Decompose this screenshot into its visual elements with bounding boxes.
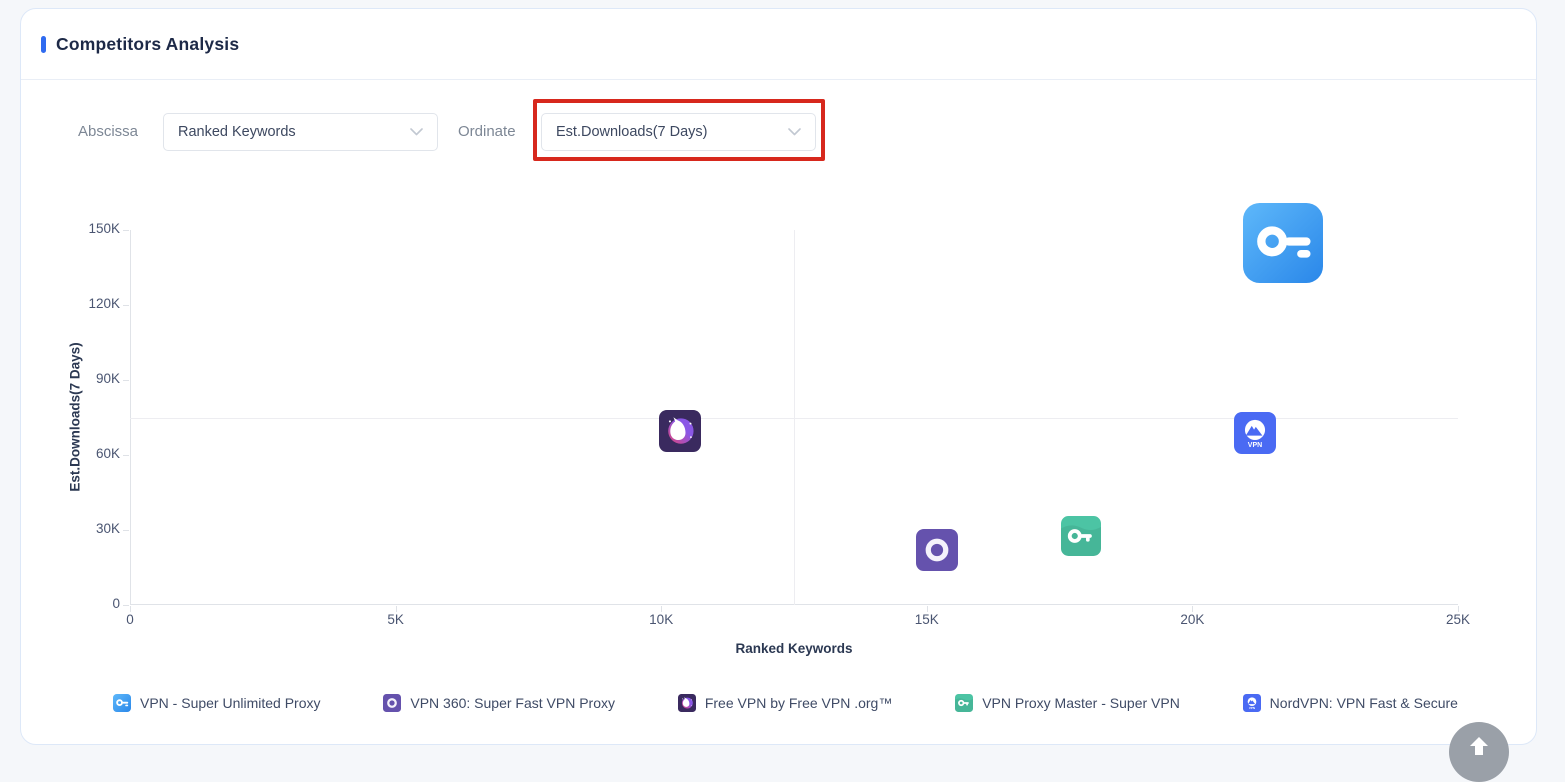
mountain-app-icon: VPN — [1242, 694, 1261, 712]
legend-item-super-unlimited[interactable]: VPN - Super Unlimited Proxy — [113, 694, 321, 712]
chart-legend: VPN - Super Unlimited Proxy VPN 360: Sup… — [113, 694, 1458, 712]
data-point-nordvpn[interactable]: VPN — [1233, 411, 1276, 454]
arrow-up-icon — [1467, 734, 1491, 761]
card-header: Competitors Analysis — [21, 9, 1536, 80]
y-tick-mark — [123, 230, 129, 231]
abscissa-label: Abscissa — [78, 123, 139, 140]
svg-text:VPN: VPN — [1247, 442, 1261, 449]
legend-item-vpn360[interactable]: VPN 360: Super Fast VPN Proxy — [383, 694, 615, 712]
y-tick-mark — [123, 530, 129, 531]
title-accent-bar — [41, 35, 46, 53]
ring-app-icon — [383, 694, 402, 712]
quadrant-divider-horizontal — [130, 417, 1458, 419]
legend-label: NordVPN: VPN Fast & Secure — [1269, 695, 1458, 711]
x-tick-label: 25K — [1445, 612, 1471, 627]
chevron-down-icon — [410, 128, 423, 136]
key-app-icon — [113, 694, 131, 712]
x-tick-mark — [1458, 606, 1459, 612]
chevron-down-icon — [788, 128, 801, 136]
unicorn-app-icon — [677, 694, 696, 712]
legend-label: VPN - Super Unlimited Proxy — [140, 695, 321, 711]
abscissa-selected-value: Ranked Keywords — [178, 124, 296, 140]
abscissa-dropdown[interactable]: Ranked Keywords — [163, 113, 438, 151]
legend-label: Free VPN by Free VPN .org™ — [704, 695, 893, 711]
legend-label: VPN 360: Super Fast VPN Proxy — [410, 695, 615, 711]
y-tick-label: 120K — [88, 296, 120, 311]
y-tick-label: 90K — [95, 371, 120, 386]
legend-item-freevpn-org[interactable]: Free VPN by Free VPN .org™ — [677, 694, 893, 712]
back-to-top-button[interactable] — [1449, 722, 1509, 782]
y-tick-label: 30K — [95, 521, 120, 536]
x-tick-mark — [130, 606, 131, 612]
x-tick-label: 0 — [126, 612, 134, 627]
y-tick-mark — [123, 305, 129, 306]
svg-text:VPN: VPN — [1249, 706, 1255, 710]
y-tick-mark — [123, 455, 129, 456]
x-axis-title: Ranked Keywords — [735, 641, 853, 656]
data-point-vpn360[interactable] — [916, 529, 959, 571]
x-tick-label: 15K — [914, 612, 939, 627]
y-tick-label: 150K — [88, 221, 120, 236]
x-tick-mark — [395, 606, 397, 612]
data-point-proxy-master[interactable] — [1060, 516, 1101, 556]
legend-label: VPN Proxy Master - Super VPN — [982, 695, 1180, 711]
ordinate-selected-value: Est.Downloads(7 Days) — [556, 124, 708, 140]
y-tick-mark — [123, 605, 129, 606]
y-axis-title: Est.Downloads(7 Days) — [67, 342, 83, 492]
legend-item-nordvpn[interactable]: VPN NordVPN: VPN Fast & Secure — [1242, 694, 1458, 712]
y-tick-mark — [123, 380, 129, 381]
page-background: { "card": { "title": "Competitors Analys… — [20, 8, 1537, 782]
x-tick-mark — [926, 606, 928, 612]
key-app-icon — [955, 694, 974, 712]
legend-item-proxy-master[interactable]: VPN Proxy Master - Super VPN — [955, 694, 1180, 712]
y-tick-label: 60K — [95, 446, 120, 461]
ordinate-label: Ordinate — [458, 123, 516, 140]
data-point-freevpn-org[interactable] — [658, 410, 701, 452]
ordinate-dropdown[interactable]: Est.Downloads(7 Days) — [541, 113, 816, 151]
page-title: Competitors Analysis — [56, 33, 240, 54]
data-point-super-unlimited[interactable] — [1242, 203, 1323, 283]
competitors-analysis-card: Competitors Analysis Abscissa Ranked Key… — [20, 8, 1537, 745]
x-tick-mark — [661, 606, 663, 612]
x-tick-label: 10K — [649, 612, 674, 627]
x-tick-label: 20K — [1180, 612, 1205, 627]
y-tick-label: 0 — [112, 596, 120, 611]
x-tick-label: 5K — [387, 612, 404, 627]
x-tick-mark — [1192, 606, 1194, 612]
